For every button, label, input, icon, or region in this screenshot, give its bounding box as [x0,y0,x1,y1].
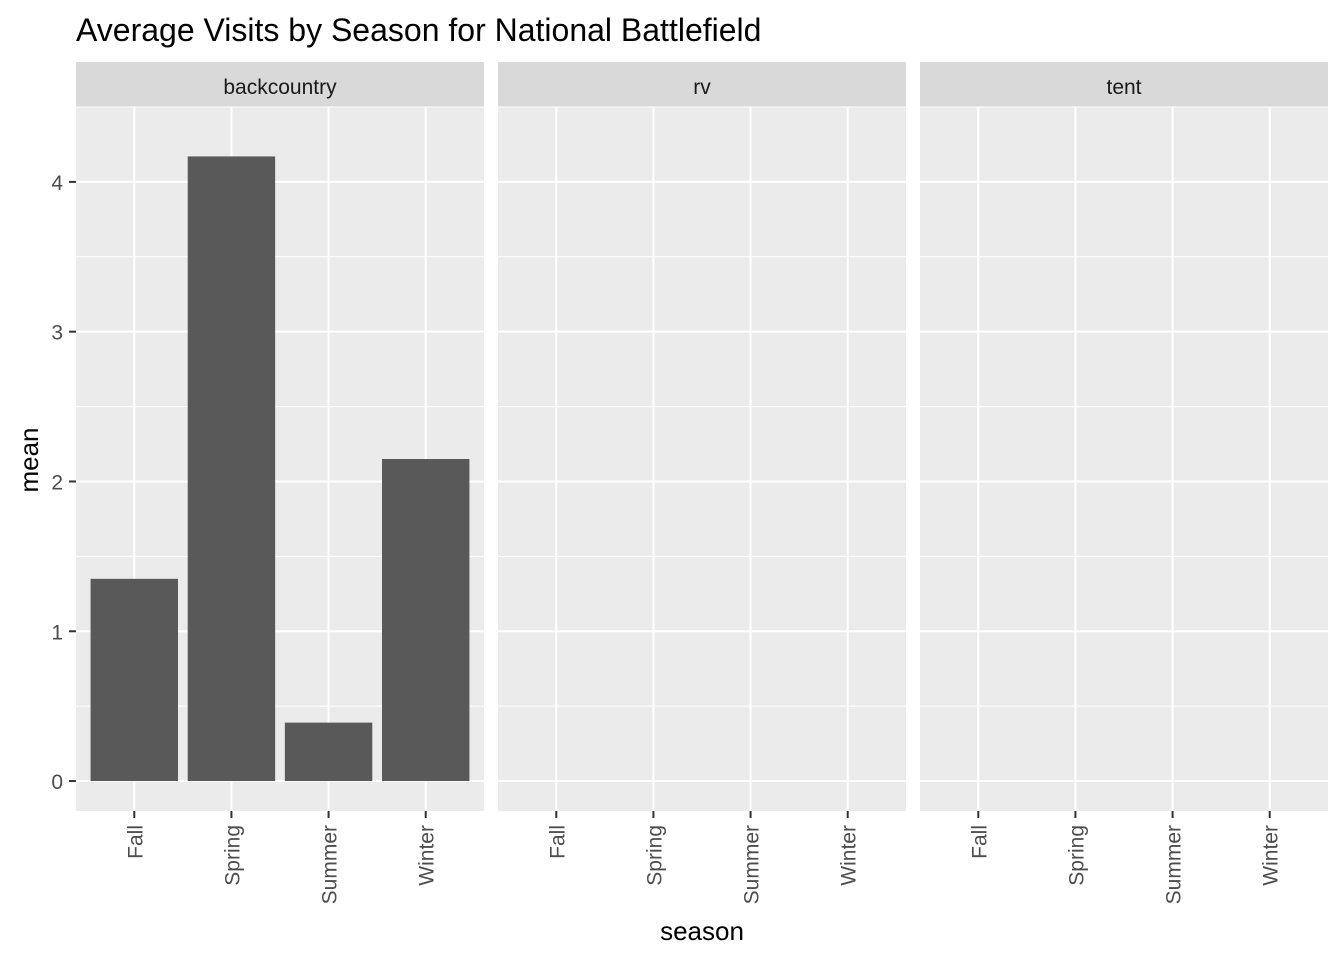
y-tick-label: 0 [51,771,63,794]
x-axis-label: season [660,916,744,946]
y-tick-label: 1 [51,621,63,644]
y-axis: 0 1 2 3 4 [51,172,76,794]
bar-backcountry-fall [90,578,178,782]
x-tick-label: Winter [416,825,439,886]
facet-strip-label: rv [693,76,711,99]
x-tick-label: Spring [221,825,244,886]
facet-panel-rv: rv Fall Spring Summer Winter [498,62,906,904]
bar-backcountry-summer [284,722,373,782]
facet-panel-backcountry: backcountry Fall Spring Summer Winter [76,62,484,904]
facet-strip-label: tent [1106,76,1141,99]
x-tick-label: Summer [319,825,342,904]
panel-background [498,107,906,811]
y-tick-label: 2 [51,471,63,494]
facet-strip [76,62,484,107]
x-tick-label: Fall [124,825,147,859]
x-tick-label: Summer [1163,825,1186,904]
x-tick-label: Spring [1065,825,1088,886]
x-tick-label: Summer [741,825,764,904]
chart-title: Average Visits by Season for National Ba… [76,12,761,48]
facet-panel-tent: tent Fall Spring Summer Winter [920,62,1328,904]
y-tick-label: 4 [51,172,63,195]
x-tick-label: Winter [838,825,861,886]
y-tick-label: 3 [51,322,63,345]
facet-strip [498,62,906,107]
y-axis-label: mean [14,427,44,492]
facet-panels: backcountry Fall Spring Summer Winter rv Fall S… [76,62,1328,904]
bar-backcountry-winter [382,459,470,782]
panel-background [920,107,1328,811]
facet-strip [920,62,1328,107]
x-tick-label: Fall [968,825,991,859]
facet-strip-label: backcountry [223,76,337,99]
x-tick-label: Spring [643,825,666,886]
x-tick-label: Winter [1260,825,1283,886]
bar-backcountry-spring [187,156,276,782]
x-tick-label: Fall [546,825,569,859]
